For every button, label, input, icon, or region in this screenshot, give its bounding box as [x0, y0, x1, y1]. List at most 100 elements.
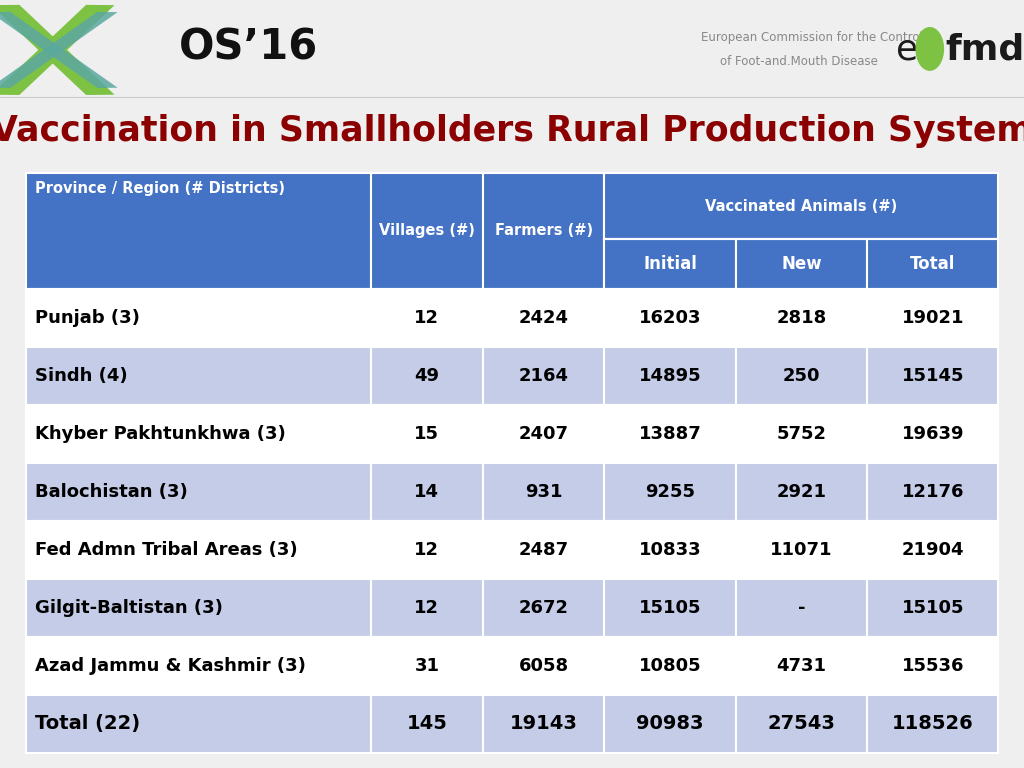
Polygon shape — [0, 5, 115, 95]
Text: 931: 931 — [525, 483, 562, 501]
Text: 15: 15 — [415, 425, 439, 442]
Bar — [26, 579, 371, 637]
Bar — [867, 240, 998, 289]
Bar — [867, 462, 998, 521]
Text: 2921: 2921 — [776, 483, 826, 501]
Text: OS’16: OS’16 — [179, 27, 318, 69]
Bar — [371, 579, 483, 637]
Text: 2164: 2164 — [518, 367, 568, 385]
Bar — [867, 405, 998, 462]
Text: European Commission for the Control: European Commission for the Control — [701, 31, 924, 45]
Bar — [604, 405, 735, 462]
Text: 14895: 14895 — [639, 367, 701, 385]
Text: Azad Jammu & Kashmir (3): Azad Jammu & Kashmir (3) — [35, 657, 306, 674]
Bar — [371, 347, 483, 405]
Text: 15145: 15145 — [901, 367, 964, 385]
Bar — [867, 347, 998, 405]
Bar — [483, 405, 604, 462]
Bar — [483, 462, 604, 521]
Bar — [867, 637, 998, 694]
Bar — [483, 637, 604, 694]
Text: Gilgit-Baltistan (3): Gilgit-Baltistan (3) — [35, 599, 223, 617]
Text: 16203: 16203 — [639, 309, 701, 326]
Text: 11071: 11071 — [770, 541, 833, 558]
Bar — [604, 579, 735, 637]
Bar — [483, 579, 604, 637]
Bar — [483, 694, 604, 753]
Text: 6058: 6058 — [518, 657, 568, 674]
Text: 27543: 27543 — [767, 714, 836, 733]
Bar — [371, 694, 483, 753]
Bar — [604, 521, 735, 579]
Bar — [371, 289, 483, 347]
Text: 4731: 4731 — [776, 657, 826, 674]
Bar — [26, 405, 371, 462]
Text: Farmers (#): Farmers (#) — [495, 223, 593, 238]
Text: Balochistan (3): Balochistan (3) — [35, 483, 188, 501]
Bar — [483, 173, 604, 289]
Text: 15536: 15536 — [901, 657, 964, 674]
Bar — [371, 462, 483, 521]
Bar — [735, 240, 867, 289]
Polygon shape — [0, 12, 118, 88]
Text: New: New — [781, 255, 821, 273]
Bar — [735, 637, 867, 694]
Text: Total: Total — [910, 255, 955, 273]
Text: Initial: Initial — [643, 255, 697, 273]
Bar — [26, 173, 371, 289]
Polygon shape — [0, 5, 115, 95]
Text: fmd: fmd — [945, 33, 1024, 67]
Bar — [26, 521, 371, 579]
Text: 12: 12 — [415, 541, 439, 558]
Ellipse shape — [915, 27, 944, 71]
Text: 12: 12 — [415, 599, 439, 617]
Text: 15105: 15105 — [639, 599, 701, 617]
Bar — [867, 579, 998, 637]
Text: 15105: 15105 — [901, 599, 964, 617]
Bar — [26, 694, 371, 753]
Text: 19143: 19143 — [510, 714, 578, 733]
Text: Punjab (3): Punjab (3) — [35, 309, 140, 326]
Text: 2407: 2407 — [518, 425, 568, 442]
Text: 10833: 10833 — [639, 541, 701, 558]
Text: 2818: 2818 — [776, 309, 826, 326]
Text: Vaccination in Smallholders Rural Production System: Vaccination in Smallholders Rural Produc… — [0, 114, 1024, 147]
Text: 12: 12 — [415, 309, 439, 326]
Bar — [26, 637, 371, 694]
Text: Khyber Pakhtunkhwa (3): Khyber Pakhtunkhwa (3) — [35, 425, 286, 442]
Text: 10805: 10805 — [639, 657, 701, 674]
Text: 118526: 118526 — [892, 714, 974, 733]
Bar — [867, 289, 998, 347]
Bar — [604, 240, 735, 289]
Text: 2424: 2424 — [518, 309, 568, 326]
Bar — [735, 462, 867, 521]
Text: 21904: 21904 — [901, 541, 964, 558]
Text: Vaccinated Animals (#): Vaccinated Animals (#) — [706, 199, 897, 214]
Text: Total (22): Total (22) — [35, 714, 140, 733]
Bar — [483, 289, 604, 347]
Bar — [735, 289, 867, 347]
Text: Province / Region (# Districts): Province / Region (# Districts) — [35, 181, 286, 197]
Bar — [604, 637, 735, 694]
Text: 31: 31 — [415, 657, 439, 674]
Text: 14: 14 — [415, 483, 439, 501]
Bar — [604, 289, 735, 347]
Polygon shape — [0, 12, 118, 88]
Bar — [867, 694, 998, 753]
Bar — [735, 405, 867, 462]
Bar — [26, 289, 371, 347]
Text: of Foot-and.Mouth Disease: of Foot-and.Mouth Disease — [720, 55, 878, 68]
Text: 145: 145 — [407, 714, 447, 733]
Text: 12176: 12176 — [901, 483, 964, 501]
Bar — [483, 347, 604, 405]
Text: Fed Admn Tribal Areas (3): Fed Admn Tribal Areas (3) — [35, 541, 298, 558]
Bar — [371, 173, 483, 289]
Bar — [371, 637, 483, 694]
Text: 2487: 2487 — [518, 541, 568, 558]
Bar — [604, 173, 998, 240]
Text: -: - — [798, 599, 805, 617]
Bar — [483, 521, 604, 579]
Bar — [735, 347, 867, 405]
Text: Villages (#): Villages (#) — [379, 223, 475, 238]
Text: 13887: 13887 — [639, 425, 701, 442]
